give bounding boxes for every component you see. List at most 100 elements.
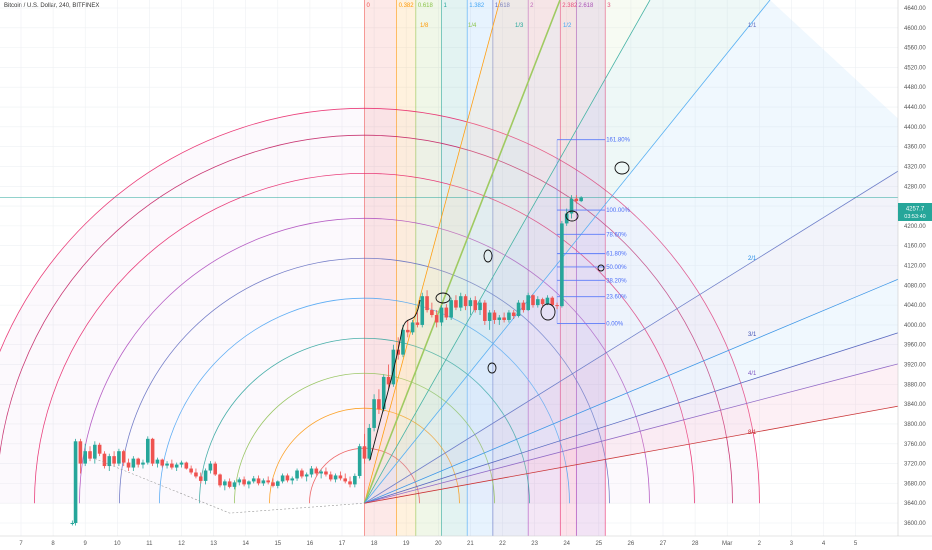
fan-label: 1/1: [748, 23, 757, 29]
candle-body: [276, 481, 280, 486]
time-tick-label: 3: [790, 541, 794, 547]
fan-zone: [364, 0, 650, 504]
candle-body: [107, 456, 112, 467]
candle-body: [121, 451, 126, 463]
candle-body: [396, 349, 400, 355]
price-tick-label: 4160.00: [904, 244, 926, 250]
fib-arc: [0, 134, 733, 504]
candle-body: [232, 482, 237, 487]
candle-body: [88, 451, 92, 459]
hand-circle: [614, 161, 630, 175]
candle-body: [483, 302, 487, 321]
grid: [0, 0, 898, 536]
hand-circle: [483, 249, 493, 263]
candle-body: [560, 223, 564, 307]
price-tick-label: 4440.00: [904, 105, 926, 111]
fan-label: 1/2: [563, 23, 572, 29]
candle-body: [203, 470, 208, 481]
candle-body: [579, 197, 583, 202]
time-tick-label: 8: [51, 541, 55, 547]
price-tick-label: 3600.00: [904, 521, 926, 527]
candle-body: [102, 453, 107, 467]
time-tick-label: 7: [19, 541, 23, 547]
candle-body: [497, 317, 502, 320]
candle-body: [314, 468, 319, 474]
candle-body: [213, 463, 218, 475]
candle-body: [511, 312, 516, 317]
candle-body: [492, 312, 497, 320]
time-tick-label: 20: [435, 541, 442, 547]
price-tick-label: 3720.00: [904, 462, 926, 468]
price-tick-label: 3920.00: [904, 363, 926, 369]
time-tick-label: 4: [822, 541, 826, 547]
fib-arc: [34, 172, 695, 504]
candle-body: [444, 307, 449, 318]
retracement-label: 61.80%: [606, 252, 627, 258]
fan-line: [364, 149, 932, 504]
time-zone-label: 2.382: [562, 3, 578, 9]
price-tick-label: 3840.00: [904, 402, 926, 408]
candle-body: [540, 299, 545, 305]
price-axis[interactable]: 3600.00 3640.00 3680.00 3720.00 3760.00 3800.…: [897, 0, 932, 550]
retracement-label: 78.60%: [606, 232, 627, 238]
candle-body: [247, 481, 251, 485]
fan-label: 4/1: [748, 371, 757, 377]
candle-body: [131, 458, 136, 468]
price-tick-label: 4400.00: [904, 125, 926, 131]
candle-body: [372, 399, 376, 428]
candle-body: [478, 302, 482, 311]
time-axis[interactable]: 7 8 9 10 11 12 13 14 15 16 17 18 19 20 21 22 23 24 25 26 27 2…: [0, 535, 932, 547]
candle-body: [155, 459, 160, 464]
retracement-label: 161.80%: [606, 138, 630, 144]
time-tick-label: 21: [467, 541, 474, 547]
candle-body: [420, 296, 425, 325]
candle-body: [285, 475, 290, 481]
fan-line: [364, 0, 771, 504]
gann-fan: 1/8 1/4 1/3 1/2 1/1 2/1 3/1 4/1 8/1: [363, 0, 932, 504]
fan-label: 3/1: [748, 332, 757, 338]
candle-body: [78, 441, 83, 464]
price-tick-label: 4600.00: [904, 26, 926, 32]
candle-body: [536, 299, 540, 306]
candle-body: [170, 463, 174, 468]
candle-body: [473, 300, 478, 311]
candle-body: [126, 462, 131, 468]
candle-body: [165, 463, 169, 466]
last-price: 4257.7: [906, 207, 925, 213]
candle-body: [319, 471, 323, 474]
candle-body: [174, 464, 179, 468]
fan-line: [364, 354, 932, 504]
candle-body: [73, 441, 78, 523]
fan-line: [364, 321, 932, 504]
candle-body: [290, 478, 295, 481]
candle-body: [343, 478, 348, 482]
candle-body: [401, 329, 405, 355]
candle-body: [502, 317, 506, 320]
candle-body: [391, 349, 396, 385]
candle-body: [251, 478, 256, 482]
candle-body: [348, 481, 352, 485]
candle-body: [531, 295, 535, 306]
time-zone-band: [441, 0, 468, 536]
time-tick-label: 24: [563, 541, 570, 547]
candle-body: [112, 456, 116, 464]
candle-body: [328, 474, 333, 480]
fan-label: 8/1: [748, 430, 757, 436]
price-tick-label: 4640.00: [904, 6, 926, 12]
trend-dashed: [94, 458, 365, 514]
price-tick-label: 3880.00: [904, 382, 926, 388]
price-tick-label: 4040.00: [904, 303, 926, 309]
time-tick-label: 22: [499, 541, 506, 547]
candle-body: [406, 329, 410, 333]
candle-body: [507, 312, 511, 320]
candle-body: [367, 427, 372, 459]
candle-body: [353, 475, 357, 485]
time-tick-label: 10: [114, 541, 121, 547]
fan-zone: [364, 0, 560, 504]
candle-body: [261, 480, 266, 484]
candle-body: [198, 476, 203, 481]
hand-drawings: [94, 161, 630, 514]
price-tick-label: 4080.00: [904, 283, 926, 289]
candle-body: [194, 472, 198, 477]
